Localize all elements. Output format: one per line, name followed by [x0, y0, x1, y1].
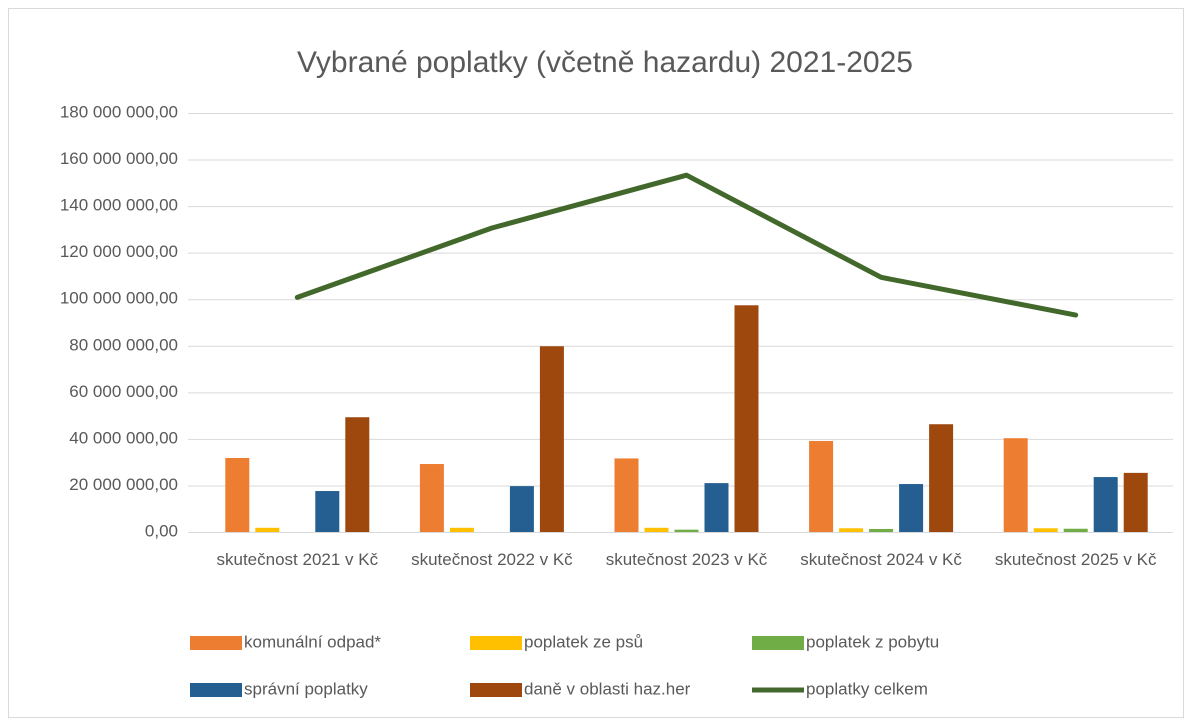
legend-label: poplatek z pobytu: [806, 632, 939, 651]
y-tick-label: 20 000 000,00: [69, 475, 178, 494]
y-tick-label: 40 000 000,00: [69, 428, 178, 447]
bar: [899, 484, 924, 532]
bar: [449, 527, 474, 532]
y-tick-label: 180 000 000,00: [60, 102, 178, 121]
bar: [345, 417, 370, 532]
legend-label: daně v oblasti haz.her: [524, 679, 691, 698]
legend-swatch: [470, 683, 522, 697]
bar: [1093, 477, 1118, 532]
bar: [315, 491, 340, 532]
bar: [419, 464, 444, 532]
bar: [614, 458, 639, 532]
legend-swatch: [752, 636, 804, 650]
bar: [255, 527, 280, 532]
x-tick-label: skutečnost 2023 v Kč: [605, 550, 768, 569]
bar: [734, 305, 759, 532]
bar: [674, 529, 699, 532]
y-tick-label: 60 000 000,00: [69, 382, 178, 401]
legend-swatch: [470, 636, 522, 650]
x-tick-label: skutečnost 2025 v Kč: [994, 550, 1157, 569]
x-tick-label: skutečnost 2022 v Kč: [411, 550, 573, 569]
bar: [869, 528, 894, 532]
legend-label: poplatek ze psů: [524, 632, 643, 651]
legend-label: komunální odpad*: [244, 632, 381, 651]
bar: [644, 527, 669, 532]
x-tick-label: skutečnost 2021 v Kč: [216, 550, 379, 569]
legend-label: poplatky celkem: [806, 679, 928, 698]
y-tick-label: 140 000 000,00: [60, 196, 178, 215]
bar: [539, 346, 564, 532]
chart-title: Vybrané poplatky (včetně hazardu) 2021-2…: [297, 46, 913, 79]
y-tick-label: 0,00: [145, 521, 178, 540]
bar: [509, 486, 534, 532]
bar: [225, 457, 250, 532]
legend-swatch: [190, 683, 242, 697]
legend-swatch: [190, 636, 242, 650]
bar: [704, 483, 729, 532]
legend-label: správní poplatky: [244, 679, 368, 698]
chart-border: [8, 8, 1184, 718]
bar: [1063, 528, 1088, 532]
y-tick-label: 120 000 000,00: [60, 242, 178, 261]
x-tick-label: skutečnost 2024 v Kč: [800, 550, 962, 569]
bar: [1033, 528, 1058, 532]
bar: [1003, 438, 1028, 532]
bar: [1123, 472, 1148, 532]
y-tick-label: 160 000 000,00: [60, 149, 178, 168]
bar: [929, 424, 954, 532]
line: [294, 172, 1079, 318]
bar: [809, 440, 834, 532]
y-tick-label: 80 000 000,00: [69, 335, 178, 354]
y-tick-label: 100 000 000,00: [60, 289, 178, 308]
bar: [839, 528, 864, 532]
